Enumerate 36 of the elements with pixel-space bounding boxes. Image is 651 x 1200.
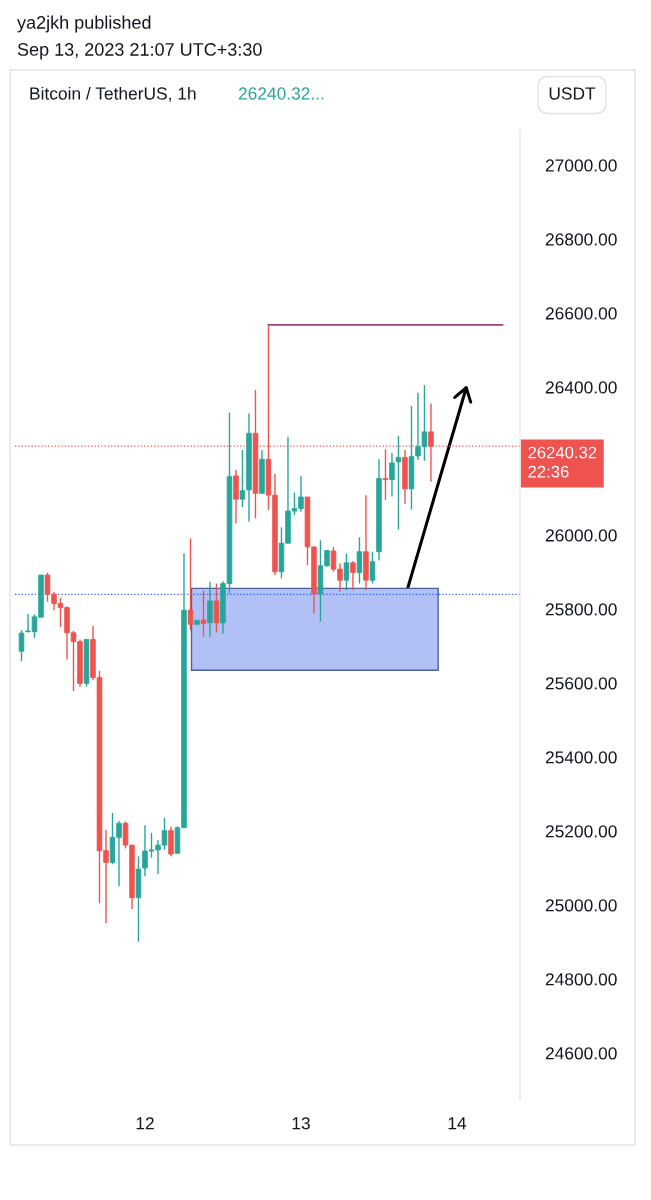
y-tick-label: 27000.00	[545, 159, 617, 172]
text: ya2jkh published	[17, 15, 151, 33]
y-tick-label: 26800.00	[545, 233, 617, 246]
candlestick	[369, 551, 376, 585]
candlestick	[343, 552, 350, 591]
y-tick-label: 25400.00	[545, 751, 617, 764]
text: Sep 13, 2023 21:07 UTC+3:30	[17, 43, 262, 60]
x-tick-label: 12	[136, 1117, 154, 1130]
x-tick-label: 13	[292, 1117, 310, 1130]
candlestick	[187, 537, 194, 631]
candlestick	[200, 589, 207, 638]
y-axis-title: USDT	[549, 87, 596, 100]
y-tick-label: 25200.00	[545, 825, 617, 838]
y-tick-label: 24600.00	[545, 1047, 617, 1060]
text: 22:36	[528, 465, 569, 478]
y-tick-label: 26400.00	[545, 381, 617, 394]
candlestick	[18, 629, 25, 662]
y-tick-label: 25800.00	[545, 603, 617, 616]
x-tick-label: 14	[448, 1117, 467, 1130]
candlestick	[350, 560, 356, 591]
ref-line-label: 26240.32	[528, 446, 597, 459]
candlestick	[168, 825, 174, 857]
candlestick	[395, 435, 402, 531]
y-tick-label: 25600.00	[545, 677, 617, 690]
candlestick	[207, 581, 213, 638]
candlestick	[233, 469, 239, 524]
chart-title: Bitcoin / TetherUS, 1h	[30, 86, 196, 102]
y-tick-label: 26000.00	[545, 529, 617, 542]
candlestick	[382, 448, 389, 501]
y-tick-label: 25000.00	[545, 899, 617, 912]
candlestick	[213, 582, 220, 634]
candlestick	[356, 536, 363, 585]
chart-subtitle: 26240.32...	[238, 87, 324, 100]
candlestick	[389, 452, 395, 498]
y-tick-label: 24800.00	[545, 973, 617, 986]
y-tick-label: 26600.00	[545, 307, 617, 320]
